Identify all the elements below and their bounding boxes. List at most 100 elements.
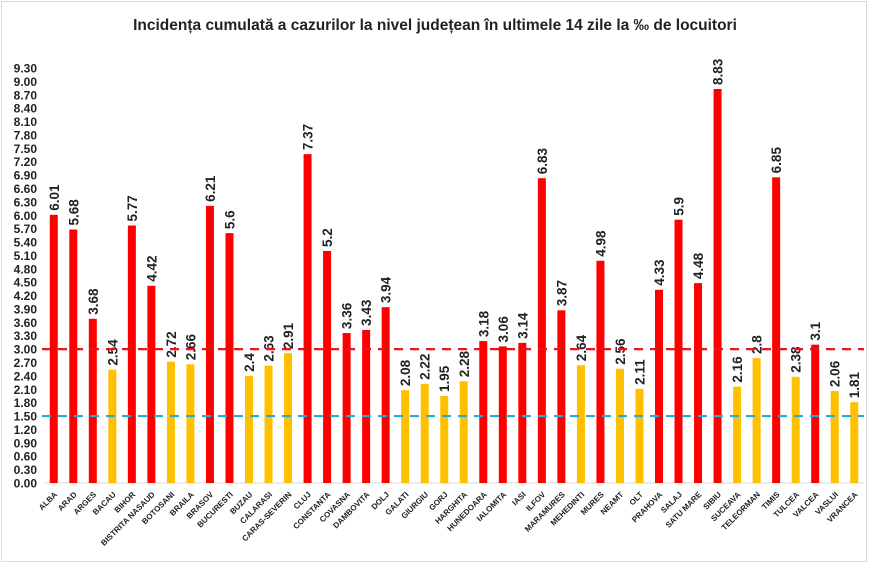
- data-label: 5.77: [125, 195, 140, 221]
- data-label: 3.68: [86, 288, 101, 315]
- bar: [186, 364, 195, 483]
- bar: [166, 361, 175, 483]
- bar: [284, 353, 293, 483]
- data-label: 3.1: [808, 321, 823, 340]
- bar: [420, 383, 429, 483]
- bar: [225, 233, 234, 483]
- data-label: 2.54: [105, 339, 120, 366]
- bar: [557, 310, 566, 483]
- y-tick-label: 5.40: [14, 236, 38, 250]
- y-tick-label: 5.70: [14, 222, 38, 236]
- data-label: 5.9: [672, 197, 687, 216]
- y-tick-label: 0.30: [14, 463, 38, 477]
- bar: [830, 391, 839, 483]
- y-tick-label: 8.70: [14, 88, 38, 102]
- data-label: 4.98: [593, 230, 608, 257]
- bar: [108, 369, 117, 483]
- y-tick-label: 5.10: [14, 249, 38, 263]
- y-tick-label: 0.60: [14, 450, 38, 464]
- y-tick-label: 3.60: [14, 316, 38, 330]
- bar: [772, 177, 781, 484]
- data-label: 6.85: [769, 147, 784, 174]
- data-label: 8.83: [711, 58, 726, 85]
- bar: [850, 402, 859, 483]
- bar: [498, 346, 507, 483]
- bar: [596, 260, 605, 483]
- y-tick-label: 6.30: [14, 195, 38, 209]
- y-tick-label: 4.20: [14, 289, 38, 303]
- bar: [401, 390, 410, 483]
- y-tick-label: 3.00: [14, 343, 38, 357]
- bar: [791, 376, 800, 483]
- data-label: 3.18: [476, 310, 491, 337]
- data-label: 2.72: [164, 331, 179, 357]
- bar: [440, 395, 449, 483]
- bar: [459, 381, 468, 483]
- y-tick-label: 1.80: [14, 396, 38, 410]
- data-label: 2.8: [750, 335, 765, 354]
- y-tick-label: 2.10: [14, 383, 38, 397]
- data-label: 3.94: [379, 276, 394, 303]
- bar: [264, 365, 273, 483]
- bar: [752, 358, 761, 483]
- data-label: 5.6: [222, 210, 237, 229]
- y-tick-label: 4.80: [14, 262, 38, 276]
- bar: [49, 214, 58, 483]
- bar: [127, 225, 136, 484]
- y-tick-label: 2.40: [14, 369, 38, 383]
- y-tick-label: 8.10: [14, 115, 38, 129]
- bar: [362, 329, 371, 483]
- bar: [733, 386, 742, 483]
- bar: [245, 375, 253, 483]
- data-label: 2.66: [183, 334, 198, 361]
- y-tick-label: 9.30: [14, 62, 38, 76]
- data-label: 4.33: [652, 259, 667, 286]
- bar: [303, 154, 312, 483]
- bar: [147, 285, 156, 483]
- y-tick-label: 3.90: [14, 302, 38, 316]
- data-label: 6.01: [47, 184, 62, 211]
- bar: [655, 289, 663, 483]
- data-label: 7.37: [301, 124, 316, 150]
- y-tick-label: 6.90: [14, 169, 38, 183]
- data-label: 2.22: [418, 354, 433, 380]
- bar: [674, 219, 683, 483]
- data-label: 3.06: [496, 316, 511, 343]
- y-tick-label: 1.20: [14, 423, 38, 437]
- data-label: 2.91: [281, 322, 296, 349]
- y-tick-label: 9.00: [14, 75, 38, 89]
- bar: [537, 178, 546, 483]
- bar: [323, 250, 332, 483]
- data-label: 3.36: [340, 302, 355, 329]
- y-tick-label: 8.40: [14, 102, 38, 116]
- bar: [88, 318, 97, 483]
- y-tick-label: 0.90: [14, 436, 38, 450]
- bar: [713, 88, 722, 484]
- y-tick-label: 7.50: [14, 142, 38, 156]
- y-tick-label: 7.80: [14, 128, 38, 142]
- y-tick-label: 0.00: [14, 477, 38, 491]
- y-tick-label: 4.50: [14, 276, 38, 290]
- data-label: 5.68: [66, 199, 81, 226]
- chart-title: Incidența cumulată a cazurilor la nivel …: [133, 17, 737, 34]
- y-tick-label: 7.20: [14, 155, 38, 169]
- data-label: 2.08: [398, 359, 413, 386]
- bar: [576, 365, 585, 483]
- data-label: 2.38: [789, 346, 804, 373]
- bar: [518, 342, 527, 483]
- y-tick-label: 2.70: [14, 356, 38, 370]
- data-label: 2.06: [828, 360, 843, 387]
- data-label: 1.81: [847, 371, 862, 398]
- x-tick-label: ALBA: [37, 490, 59, 512]
- bar: [479, 341, 488, 483]
- y-tick-label: 6.60: [14, 182, 38, 196]
- data-label: 4.48: [691, 252, 706, 279]
- y-tick-label: 1.50: [14, 410, 38, 424]
- data-label: 3.43: [359, 299, 374, 326]
- bar: [205, 205, 214, 484]
- bar: [694, 283, 703, 483]
- data-label: 2.4: [242, 353, 257, 372]
- data-label: 2.56: [613, 338, 628, 365]
